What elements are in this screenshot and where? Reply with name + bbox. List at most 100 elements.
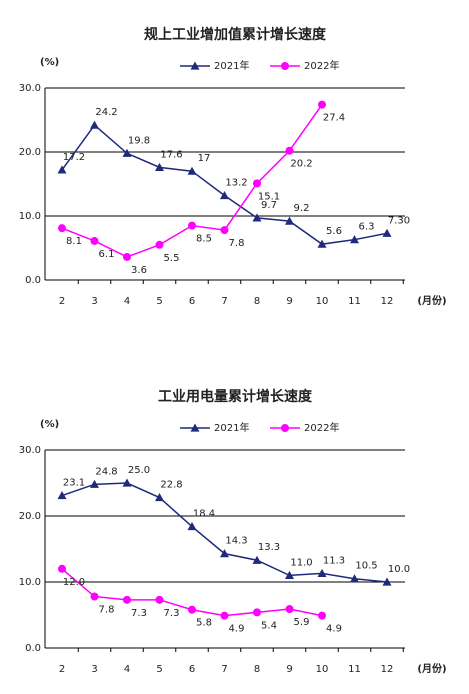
x-tick-label: 2 xyxy=(59,296,65,307)
y-tick-label: 30.0 xyxy=(19,445,41,456)
legend-marker xyxy=(281,62,289,70)
data-point xyxy=(285,570,294,579)
x-tick-label: 2 xyxy=(59,664,65,675)
data-point xyxy=(90,592,99,601)
legend-label: 2022年 xyxy=(304,421,339,434)
data-point xyxy=(155,240,164,249)
x-axis-label: (月份) xyxy=(417,662,446,675)
data-label: 5.4 xyxy=(261,620,277,631)
data-label: 8.5 xyxy=(196,234,212,245)
data-point xyxy=(285,216,294,225)
data-point xyxy=(155,595,164,604)
legend-marker xyxy=(281,424,289,432)
data-point xyxy=(252,213,262,222)
data-label: 13.3 xyxy=(258,542,280,553)
data-label: 7.8 xyxy=(99,605,115,616)
x-tick-label: 7 xyxy=(221,664,227,675)
x-tick-label: 5 xyxy=(156,296,162,307)
data-point xyxy=(155,493,164,502)
legend-label: 2021年 xyxy=(214,421,249,434)
data-label: 7.8 xyxy=(229,238,245,249)
y-tick-label: 30.0 xyxy=(19,83,41,94)
x-tick-label: 4 xyxy=(124,296,130,307)
data-label: 7.30 xyxy=(388,215,410,226)
y-tick-label: 20.0 xyxy=(19,147,41,158)
data-point xyxy=(188,221,196,230)
data-label: 13.2 xyxy=(225,178,247,189)
data-point xyxy=(318,100,326,109)
data-label: 17 xyxy=(198,153,211,164)
data-label: 27.4 xyxy=(323,113,345,124)
x-tick-label: 12 xyxy=(381,296,394,307)
data-label: 22.8 xyxy=(160,480,182,491)
legend-marker xyxy=(190,423,200,432)
data-point xyxy=(187,166,197,175)
data-point xyxy=(382,228,392,237)
chart-title: 工业用电量累计增长速度 xyxy=(158,388,313,405)
x-tick-label: 8 xyxy=(254,296,260,307)
data-label: 9.2 xyxy=(294,203,310,214)
data-point xyxy=(317,568,327,578)
data-point xyxy=(382,577,392,586)
data-point xyxy=(220,191,229,200)
data-point xyxy=(122,478,132,487)
data-label: 10.0 xyxy=(388,564,410,575)
data-label: 6.1 xyxy=(99,249,115,260)
data-point xyxy=(58,564,66,573)
x-tick-label: 3 xyxy=(91,664,97,675)
data-point xyxy=(123,595,131,604)
data-label: 6.3 xyxy=(359,222,375,233)
data-label: 18.4 xyxy=(193,509,215,520)
data-label: 4.9 xyxy=(229,624,245,635)
data-label: 11.3 xyxy=(323,555,345,566)
data-label: 3.6 xyxy=(131,265,147,276)
data-label: 19.8 xyxy=(128,135,150,146)
data-point xyxy=(220,226,229,235)
data-point xyxy=(285,146,294,155)
x-tick-label: 6 xyxy=(189,664,195,675)
legend-marker xyxy=(190,61,200,70)
x-tick-label: 11 xyxy=(348,664,361,675)
data-label: 8.1 xyxy=(66,236,82,247)
x-tick-label: 11 xyxy=(348,296,361,307)
y-axis-label: (%) xyxy=(40,57,59,68)
data-label: 15.1 xyxy=(258,191,280,202)
legend-label: 2021年 xyxy=(214,59,249,72)
data-label: 24.8 xyxy=(95,466,117,477)
data-label: 5.5 xyxy=(164,253,180,264)
data-point xyxy=(252,555,262,564)
data-point xyxy=(188,605,196,614)
data-point xyxy=(57,165,67,174)
data-label: 7.3 xyxy=(164,608,180,619)
x-tick-label: 9 xyxy=(286,664,292,675)
data-point xyxy=(253,179,261,188)
x-tick-label: 9 xyxy=(286,296,292,307)
x-tick-label: 5 xyxy=(156,664,162,675)
x-tick-label: 7 xyxy=(221,296,227,307)
data-label: 25.0 xyxy=(128,465,150,476)
data-point xyxy=(90,236,99,245)
data-label: 14.3 xyxy=(225,536,247,547)
data-point xyxy=(350,574,359,583)
data-point xyxy=(58,224,66,233)
x-tick-label: 6 xyxy=(189,296,195,307)
data-point xyxy=(253,608,261,617)
data-point xyxy=(123,252,131,261)
legend-label: 2022年 xyxy=(304,59,339,72)
chart-title: 规上工业增加值累计增长速度 xyxy=(144,26,327,43)
data-point xyxy=(220,549,229,558)
data-label: 12.0 xyxy=(63,577,85,588)
series-line xyxy=(61,482,388,583)
series-line xyxy=(61,104,323,258)
x-axis-label: (月份) xyxy=(417,294,446,307)
data-label: 17.2 xyxy=(63,152,85,163)
data-label: 17.6 xyxy=(160,149,182,160)
data-label: 5.8 xyxy=(196,618,212,629)
data-label: 23.1 xyxy=(63,478,85,489)
y-tick-label: 10.0 xyxy=(19,211,41,222)
x-tick-label: 10 xyxy=(316,664,329,675)
data-point xyxy=(317,239,327,248)
data-point xyxy=(285,605,294,614)
